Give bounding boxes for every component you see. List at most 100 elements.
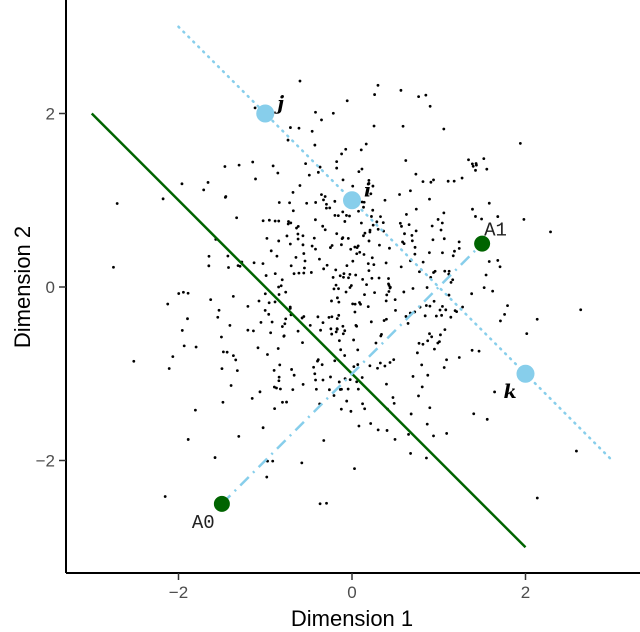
data-point <box>445 432 449 435</box>
data-point <box>294 256 298 259</box>
data-point <box>359 148 363 152</box>
data-point <box>447 293 451 297</box>
data-point <box>339 407 343 411</box>
data-point <box>314 378 317 382</box>
data-point <box>333 359 337 363</box>
data-point <box>388 361 392 364</box>
data-point <box>425 286 429 289</box>
data-point <box>301 382 305 386</box>
data-point <box>358 250 362 254</box>
data-point <box>364 142 368 146</box>
data-point <box>307 173 311 177</box>
data-point <box>401 240 404 244</box>
data-point <box>167 367 171 370</box>
data-point <box>432 271 435 274</box>
data-point <box>347 276 350 280</box>
data-point <box>264 274 268 277</box>
data-point <box>335 317 339 321</box>
data-point <box>292 272 296 276</box>
data-point <box>470 162 474 166</box>
data-point <box>410 239 414 243</box>
data-point <box>112 265 115 269</box>
data-point <box>301 234 305 238</box>
data-point <box>401 124 405 128</box>
data-point <box>207 254 211 258</box>
data-point <box>392 402 396 405</box>
data-point <box>470 348 474 352</box>
data-point <box>279 284 283 288</box>
data-point <box>391 396 395 399</box>
data-point <box>352 338 355 342</box>
data-point <box>229 384 233 387</box>
data-point <box>261 262 265 266</box>
data-point <box>289 264 293 268</box>
data-point <box>503 312 506 316</box>
data-point <box>291 388 295 392</box>
data-point <box>337 300 341 304</box>
data-point <box>320 363 324 367</box>
data-point <box>392 358 396 362</box>
data-point <box>322 267 326 271</box>
data-point <box>290 368 293 371</box>
data-point <box>372 263 376 267</box>
anchor-label-A0: A0 <box>192 512 215 534</box>
data-point <box>426 339 430 343</box>
data-point <box>348 378 352 382</box>
data-point <box>182 290 185 294</box>
data-point <box>186 291 190 295</box>
data-point <box>382 319 386 322</box>
data-point <box>277 375 281 379</box>
data-point <box>485 417 489 421</box>
data-point <box>316 358 320 362</box>
data-point <box>286 222 290 226</box>
data-point <box>296 224 300 228</box>
data-point <box>341 332 345 336</box>
data-point <box>428 197 431 201</box>
data-point <box>341 178 345 182</box>
data-point <box>445 358 448 362</box>
data-point <box>316 315 320 319</box>
data-point <box>414 229 418 233</box>
data-point <box>171 355 175 358</box>
data-point <box>356 348 360 352</box>
data-point <box>263 308 267 312</box>
data-point <box>292 373 296 377</box>
x-axis-title: Dimension 1 <box>291 606 413 631</box>
data-point <box>394 308 397 312</box>
data-point <box>351 184 355 188</box>
data-point <box>474 215 477 218</box>
data-point <box>329 246 332 249</box>
data-point <box>355 380 359 384</box>
data-point <box>246 304 250 308</box>
data-point <box>339 348 343 352</box>
data-point <box>277 379 281 383</box>
data-point <box>429 180 433 184</box>
data-point <box>273 407 277 411</box>
dotted-line <box>177 25 614 462</box>
data-point <box>477 349 481 353</box>
data-point <box>357 209 360 213</box>
data-point <box>393 437 397 441</box>
data-point <box>421 260 425 264</box>
data-point <box>360 376 364 379</box>
data-point <box>493 390 496 394</box>
data-point <box>277 239 281 243</box>
data-point <box>251 160 255 164</box>
data-point <box>367 239 371 243</box>
axis-ticks: −2 0 2 −2 0 2 <box>36 105 531 603</box>
data-point <box>250 396 254 400</box>
data-point <box>359 221 363 225</box>
data-point <box>300 461 304 465</box>
data-point <box>357 170 361 174</box>
data-point <box>216 315 220 319</box>
data-point <box>345 264 349 268</box>
data-point <box>312 236 316 240</box>
data-point <box>349 409 353 413</box>
data-point <box>424 304 428 307</box>
data-point <box>369 192 373 196</box>
data-point <box>272 368 276 372</box>
data-point <box>496 259 500 262</box>
data-point <box>398 193 401 196</box>
data-point <box>335 232 339 236</box>
data-point <box>193 408 197 412</box>
